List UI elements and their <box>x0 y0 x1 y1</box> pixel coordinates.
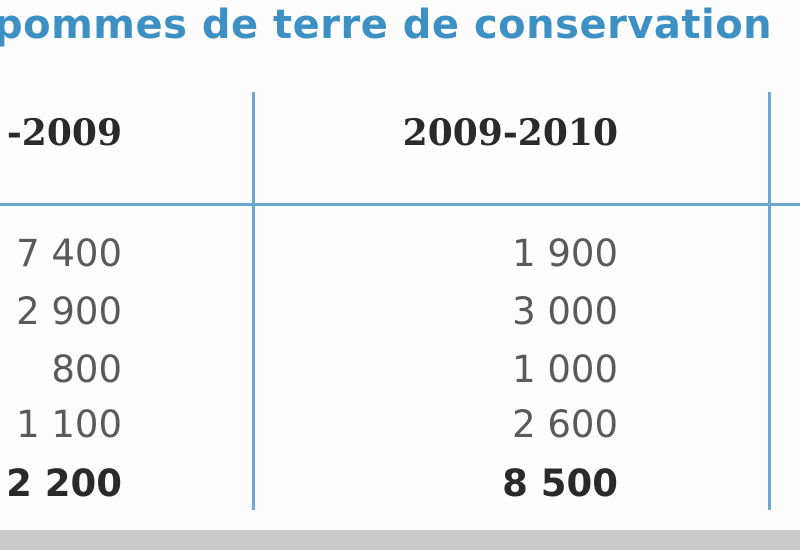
cell: 7 400 <box>16 232 122 275</box>
cell: 800 <box>51 348 122 391</box>
bottom-band <box>0 530 800 550</box>
column-header: 2009-2010 <box>402 112 618 154</box>
cell: 1 000 <box>512 348 618 391</box>
column-divider <box>252 92 255 510</box>
cell: 1 900 <box>512 232 618 275</box>
cell: 2 600 <box>512 403 618 446</box>
total-cell: 8 500 <box>502 462 618 505</box>
table-title: pommes de terre de conservation <box>0 2 773 48</box>
cell: 3 000 <box>512 290 618 333</box>
cell: 2 900 <box>16 290 122 333</box>
total-cell: 2 200 <box>6 462 122 505</box>
cell: 1 100 <box>16 403 122 446</box>
column-header: -2009 <box>6 112 122 154</box>
column-divider <box>768 92 771 510</box>
header-rule <box>0 203 800 206</box>
